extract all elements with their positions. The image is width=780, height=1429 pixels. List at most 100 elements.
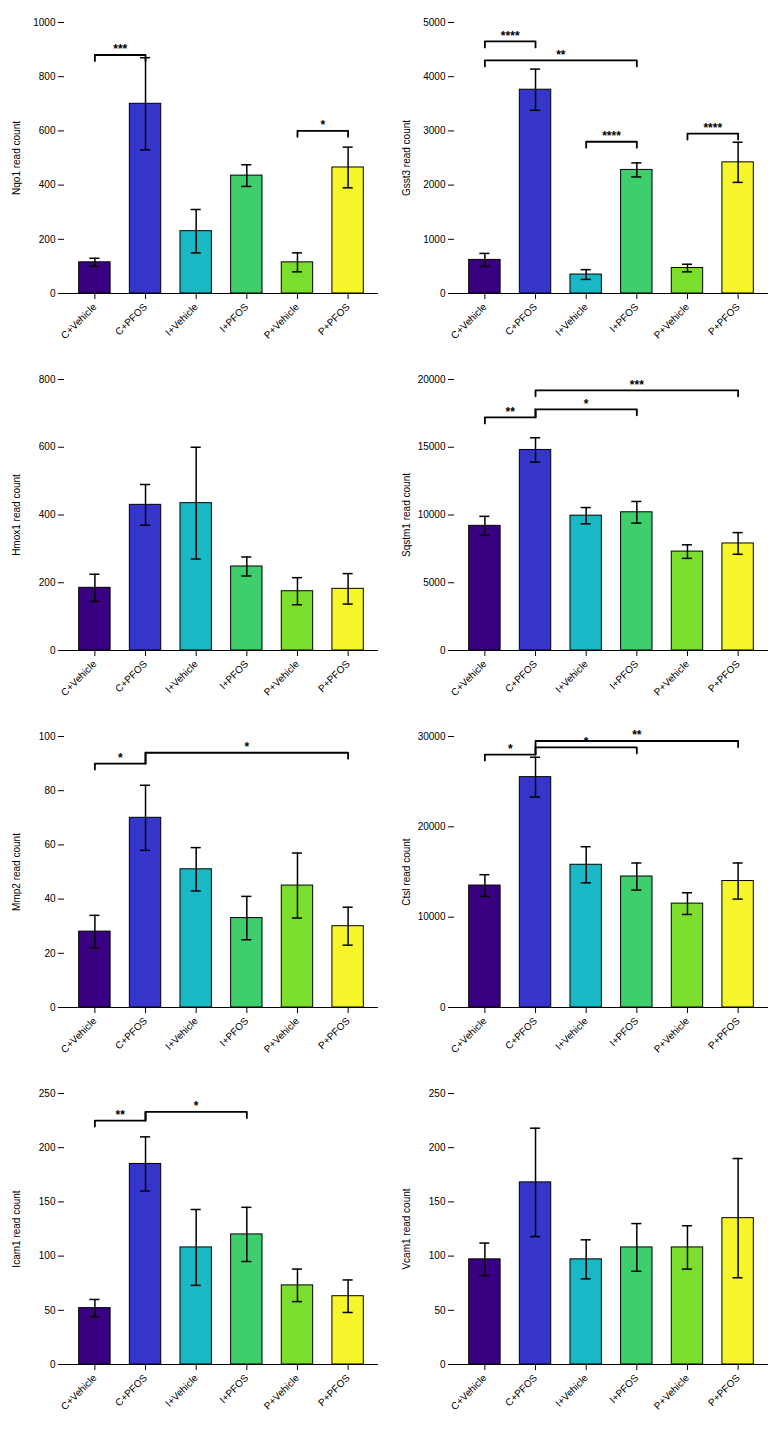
svg-text:C+PFOS: C+PFOS bbox=[503, 1015, 539, 1051]
svg-text:*: * bbox=[584, 735, 589, 749]
svg-text:C+PFOS: C+PFOS bbox=[113, 1372, 149, 1408]
svg-text:Vcam1 read count: Vcam1 read count bbox=[401, 1188, 412, 1269]
svg-text:I+PFOS: I+PFOS bbox=[217, 1372, 250, 1405]
svg-text:200: 200 bbox=[429, 1142, 446, 1153]
svg-text:C+Vehicle: C+Vehicle bbox=[59, 658, 99, 698]
svg-text:P+PFOS: P+PFOS bbox=[316, 1372, 352, 1408]
svg-text:*: * bbox=[584, 397, 589, 411]
svg-text:*: * bbox=[320, 118, 325, 132]
svg-text:P+Vehicle: P+Vehicle bbox=[652, 301, 692, 341]
svg-text:0: 0 bbox=[50, 1359, 56, 1370]
svg-text:I+PFOS: I+PFOS bbox=[607, 1372, 640, 1405]
svg-text:P+PFOS: P+PFOS bbox=[706, 301, 742, 337]
svg-text:P+Vehicle: P+Vehicle bbox=[262, 1015, 302, 1055]
svg-text:I+Vehicle: I+Vehicle bbox=[163, 1372, 200, 1409]
svg-text:****: **** bbox=[602, 129, 621, 143]
svg-text:I+PFOS: I+PFOS bbox=[217, 658, 250, 691]
svg-text:0: 0 bbox=[440, 288, 446, 299]
svg-text:4000: 4000 bbox=[423, 71, 446, 82]
svg-text:800: 800 bbox=[39, 374, 56, 385]
svg-text:Nqo1 read count: Nqo1 read count bbox=[11, 121, 22, 195]
svg-text:0: 0 bbox=[50, 645, 56, 656]
svg-text:100: 100 bbox=[39, 1250, 56, 1261]
svg-text:I+Vehicle: I+Vehicle bbox=[163, 658, 200, 695]
svg-text:C+Vehicle: C+Vehicle bbox=[59, 1372, 99, 1412]
svg-text:Hmox1 read count: Hmox1 read count bbox=[11, 474, 22, 556]
svg-text:15000: 15000 bbox=[418, 441, 446, 452]
svg-text:**: ** bbox=[116, 1108, 126, 1122]
svg-text:C+Vehicle: C+Vehicle bbox=[449, 301, 489, 341]
svg-text:C+PFOS: C+PFOS bbox=[503, 1372, 539, 1408]
svg-text:I+Vehicle: I+Vehicle bbox=[553, 1015, 590, 1052]
svg-text:0: 0 bbox=[440, 645, 446, 656]
svg-text:Mmp2 read count: Mmp2 read count bbox=[11, 833, 22, 911]
svg-text:20000: 20000 bbox=[418, 374, 446, 385]
svg-text:P+PFOS: P+PFOS bbox=[706, 1015, 742, 1051]
svg-text:0: 0 bbox=[50, 1002, 56, 1013]
svg-text:50: 50 bbox=[44, 1305, 56, 1316]
svg-text:**: ** bbox=[632, 728, 642, 742]
svg-text:0: 0 bbox=[50, 288, 56, 299]
svg-text:P+PFOS: P+PFOS bbox=[316, 1015, 352, 1051]
svg-text:Sqstm1 read count: Sqstm1 read count bbox=[401, 473, 412, 557]
svg-text:100: 100 bbox=[39, 731, 56, 742]
svg-text:150: 150 bbox=[39, 1196, 56, 1207]
svg-text:C+PFOS: C+PFOS bbox=[503, 658, 539, 694]
svg-text:600: 600 bbox=[39, 441, 56, 452]
svg-text:P+Vehicle: P+Vehicle bbox=[262, 301, 302, 341]
svg-text:50: 50 bbox=[434, 1305, 446, 1316]
svg-text:I+PFOS: I+PFOS bbox=[607, 301, 640, 334]
svg-text:10000: 10000 bbox=[418, 911, 446, 922]
svg-text:100: 100 bbox=[429, 1250, 446, 1261]
svg-text:1000: 1000 bbox=[33, 17, 56, 28]
svg-text:200: 200 bbox=[39, 577, 56, 588]
svg-text:Ctsl read count: Ctsl read count bbox=[401, 838, 412, 905]
svg-text:P+Vehicle: P+Vehicle bbox=[652, 658, 692, 698]
svg-text:P+Vehicle: P+Vehicle bbox=[262, 1372, 302, 1412]
svg-text:80: 80 bbox=[44, 785, 56, 796]
svg-text:30000: 30000 bbox=[418, 731, 446, 742]
svg-text:C+Vehicle: C+Vehicle bbox=[449, 1015, 489, 1055]
svg-text:1000: 1000 bbox=[423, 234, 446, 245]
svg-text:800: 800 bbox=[39, 71, 56, 82]
svg-text:C+Vehicle: C+Vehicle bbox=[59, 1015, 99, 1055]
svg-text:60: 60 bbox=[44, 839, 56, 850]
svg-text:250: 250 bbox=[39, 1088, 56, 1099]
svg-text:C+Vehicle: C+Vehicle bbox=[449, 658, 489, 698]
svg-text:200: 200 bbox=[39, 234, 56, 245]
svg-text:10000: 10000 bbox=[418, 509, 446, 520]
svg-text:P+Vehicle: P+Vehicle bbox=[652, 1372, 692, 1412]
svg-text:250: 250 bbox=[429, 1088, 446, 1099]
svg-text:3000: 3000 bbox=[423, 125, 446, 136]
svg-text:P+PFOS: P+PFOS bbox=[316, 658, 352, 694]
svg-text:I+Vehicle: I+Vehicle bbox=[163, 1015, 200, 1052]
svg-text:*: * bbox=[118, 751, 123, 765]
svg-text:5000: 5000 bbox=[423, 17, 446, 28]
svg-text:Gsst3 read count: Gsst3 read count bbox=[401, 120, 412, 196]
svg-text:P+PFOS: P+PFOS bbox=[706, 658, 742, 694]
svg-text:400: 400 bbox=[39, 509, 56, 520]
svg-text:C+PFOS: C+PFOS bbox=[113, 301, 149, 337]
svg-text:I+PFOS: I+PFOS bbox=[217, 1015, 250, 1048]
svg-text:P+PFOS: P+PFOS bbox=[706, 1372, 742, 1408]
svg-text:C+PFOS: C+PFOS bbox=[503, 301, 539, 337]
svg-text:0: 0 bbox=[440, 1359, 446, 1370]
svg-text:C+Vehicle: C+Vehicle bbox=[59, 301, 99, 341]
svg-text:**: ** bbox=[506, 405, 516, 419]
svg-text:20000: 20000 bbox=[418, 821, 446, 832]
svg-text:*: * bbox=[508, 742, 513, 756]
svg-text:**: ** bbox=[556, 48, 566, 62]
svg-text:*: * bbox=[194, 1099, 199, 1113]
svg-text:40: 40 bbox=[44, 893, 56, 904]
svg-text:****: **** bbox=[501, 29, 520, 43]
svg-text:I+PFOS: I+PFOS bbox=[607, 1015, 640, 1048]
svg-text:20: 20 bbox=[44, 948, 56, 959]
svg-text:Icam1 read count: Icam1 read count bbox=[11, 1190, 22, 1267]
svg-text:*: * bbox=[244, 740, 249, 754]
svg-text:200: 200 bbox=[39, 1142, 56, 1153]
svg-text:5000: 5000 bbox=[423, 577, 446, 588]
svg-text:150: 150 bbox=[429, 1196, 446, 1207]
svg-text:I+Vehicle: I+Vehicle bbox=[163, 301, 200, 338]
svg-text:I+PFOS: I+PFOS bbox=[217, 301, 250, 334]
svg-text:2000: 2000 bbox=[423, 179, 446, 190]
